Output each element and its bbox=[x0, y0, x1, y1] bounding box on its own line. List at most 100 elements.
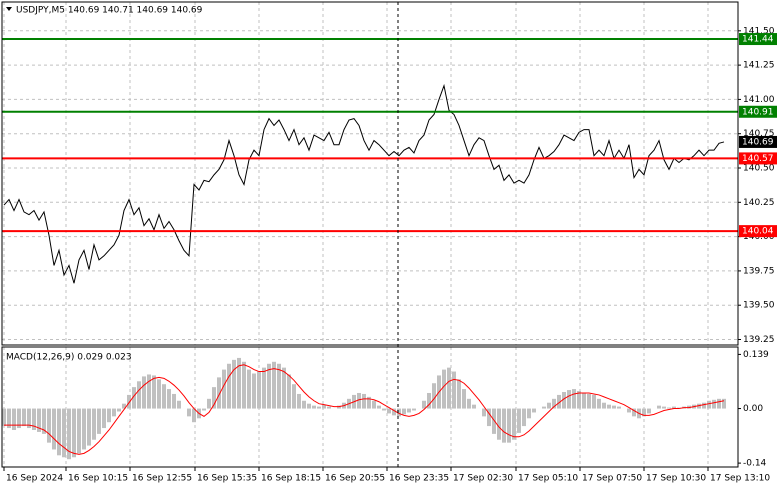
macd-histogram-bar bbox=[487, 408, 491, 427]
level-label-box bbox=[739, 152, 777, 165]
y-tick-label: 139.50 bbox=[743, 301, 775, 311]
price-line bbox=[3, 83, 725, 284]
macd-histogram-bar bbox=[37, 408, 41, 432]
macd-histogram-bar bbox=[382, 408, 386, 411]
level-label-box bbox=[739, 33, 777, 46]
macd-histogram-bar bbox=[117, 408, 121, 412]
macd-histogram-bar bbox=[527, 408, 531, 419]
macd-histogram-bar bbox=[397, 408, 401, 417]
macd-histogram-bar bbox=[57, 408, 61, 456]
macd-histogram-bar bbox=[372, 400, 376, 409]
macd-histogram-bar bbox=[87, 408, 91, 446]
macd-histogram-bar bbox=[567, 390, 571, 409]
macd-histogram-bar bbox=[377, 405, 381, 409]
macd-histogram-bar bbox=[387, 408, 391, 414]
y-tick-label: 141.25 bbox=[743, 61, 775, 71]
macd-histogram-bar bbox=[167, 389, 171, 409]
macd-histogram-bar bbox=[557, 394, 561, 409]
macd-histogram-bar bbox=[577, 391, 581, 409]
macd-signal-line bbox=[4, 364, 725, 455]
macd-histogram-bar bbox=[202, 408, 206, 411]
macd-histogram-bar bbox=[642, 408, 646, 417]
macd-histogram-bar bbox=[257, 371, 261, 409]
last-price-label: 140.69 bbox=[742, 137, 774, 147]
macd-histogram-bar bbox=[367, 396, 371, 409]
macd-histogram-bar bbox=[52, 408, 56, 450]
macd-histogram-bar bbox=[97, 408, 101, 434]
macd-histogram-bar bbox=[662, 406, 666, 409]
macd-histogram-bar bbox=[277, 363, 281, 409]
y-tick-label: 141.50 bbox=[743, 26, 775, 36]
macd-histogram-bar bbox=[132, 387, 136, 409]
level-label-box bbox=[739, 225, 777, 238]
macd-histogram-bar bbox=[617, 406, 621, 409]
macd-histogram-bar bbox=[102, 408, 106, 429]
macd-histogram-bar bbox=[542, 406, 546, 409]
macd-histogram-bar bbox=[482, 408, 486, 417]
macd-histogram-bar bbox=[287, 374, 291, 409]
macd-histogram-bar bbox=[157, 379, 161, 409]
macd-histogram-bar bbox=[237, 357, 241, 409]
macd-histogram-bar bbox=[242, 361, 246, 409]
macd-histogram-bar bbox=[207, 398, 211, 409]
x-tick-label: 17 Sep 05:10 bbox=[518, 474, 578, 484]
macd-histogram-bar bbox=[597, 398, 601, 409]
macd-histogram-bar bbox=[27, 408, 31, 429]
macd-histogram-bar bbox=[312, 405, 316, 409]
macd-histogram-bar bbox=[657, 405, 661, 409]
macd-histogram-bar bbox=[522, 408, 526, 427]
macd-histogram-bar bbox=[7, 408, 11, 429]
macd-histogram-bar bbox=[127, 394, 131, 409]
x-tick-label: 17 Sep 07:50 bbox=[582, 474, 642, 484]
macd-histogram-bar bbox=[412, 408, 416, 411]
macd-histogram-bar bbox=[112, 408, 116, 417]
macd-histogram-bar bbox=[672, 406, 676, 409]
y-tick-label: 141.00 bbox=[743, 95, 775, 105]
macd-histogram-bar bbox=[262, 367, 266, 409]
macd-histogram-bar bbox=[512, 408, 516, 440]
macd-histogram-bar bbox=[667, 407, 671, 409]
macd-histogram-bar bbox=[402, 408, 406, 415]
macd-histogram-bar bbox=[392, 408, 396, 416]
macd-histogram-bar bbox=[607, 404, 611, 409]
x-tick-label: 17 Sep 13:10 bbox=[710, 474, 770, 484]
macd-histogram-bar bbox=[722, 398, 726, 409]
macd-histogram-bar bbox=[632, 408, 636, 417]
y-tick-label: -0.14 bbox=[743, 459, 767, 469]
level-label: 140.04 bbox=[742, 227, 774, 237]
macd-histogram-bar bbox=[17, 408, 21, 429]
macd-histogram-bar bbox=[582, 392, 586, 409]
macd-histogram-bar bbox=[2, 408, 6, 427]
macd-histogram-bar bbox=[252, 373, 256, 409]
macd-histogram-bar bbox=[92, 408, 96, 440]
macd-histogram-bar bbox=[707, 400, 711, 409]
macd-histogram-bar bbox=[217, 377, 221, 409]
macd-histogram-bar bbox=[282, 367, 286, 409]
macd-histogram-bar bbox=[547, 402, 551, 409]
macd-histogram-bar bbox=[122, 403, 126, 409]
y-tick-label: 139.25 bbox=[743, 335, 775, 345]
macd-histogram-bar bbox=[327, 406, 331, 409]
macd-histogram-bar bbox=[717, 398, 721, 409]
macd-histogram-bar bbox=[152, 375, 156, 409]
macd-panel-title: MACD(12,26,9) 0.029 0.023 bbox=[6, 353, 132, 363]
macd-histogram-bar bbox=[592, 394, 596, 409]
macd-histogram-bar bbox=[502, 408, 506, 443]
symbol-menu-icon[interactable] bbox=[6, 7, 12, 11]
x-tick-label: 16 Sep 10:15 bbox=[68, 474, 128, 484]
macd-histogram-bar bbox=[712, 399, 716, 409]
x-tick-label: 16 Sep 15:35 bbox=[197, 474, 257, 484]
macd-histogram-bar bbox=[297, 393, 301, 409]
macd-histogram-bar bbox=[432, 383, 436, 409]
macd-histogram-bar bbox=[492, 408, 496, 434]
macd-histogram-bar bbox=[107, 408, 111, 423]
y-tick-label: 140.75 bbox=[743, 129, 775, 139]
macd-histogram-bar bbox=[267, 363, 271, 409]
macd-histogram-bar bbox=[457, 379, 461, 409]
macd-histogram-bar bbox=[407, 408, 411, 413]
macd-histogram-bar bbox=[472, 404, 476, 409]
macd-histogram-bar bbox=[42, 408, 46, 434]
macd-histogram-bar bbox=[142, 376, 146, 409]
